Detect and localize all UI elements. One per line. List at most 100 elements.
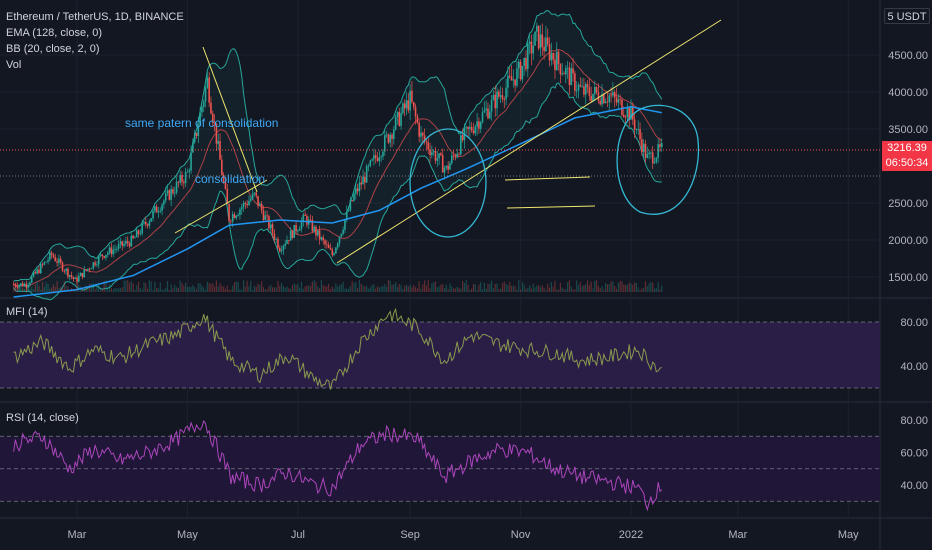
candle-body — [32, 272, 35, 277]
candle-body — [159, 210, 162, 212]
candle-body — [201, 106, 203, 113]
candle-body — [58, 258, 60, 263]
volume-bar — [465, 280, 467, 292]
candle-body — [543, 46, 545, 52]
candle-body — [641, 139, 643, 153]
volume-bar — [286, 286, 288, 292]
candle-body — [586, 84, 589, 88]
volume-bar — [456, 286, 458, 292]
volume-bar — [612, 281, 614, 292]
candle-body — [347, 210, 350, 212]
candle-body — [195, 133, 198, 136]
candle-body — [539, 34, 542, 49]
candle-body — [505, 87, 507, 100]
volume-bar — [302, 288, 304, 292]
candle-body — [541, 34, 544, 47]
volume-bar — [606, 284, 609, 292]
candle-body — [584, 84, 587, 95]
volume-bar — [217, 286, 219, 292]
volume-bar — [199, 282, 201, 292]
x-tick-label: Sep — [400, 529, 420, 541]
candle-body — [259, 203, 261, 206]
volume-bar — [576, 280, 578, 292]
volume-bar — [275, 287, 277, 292]
volume-bar — [147, 288, 149, 292]
candle-body — [648, 152, 650, 155]
volume-bar — [49, 288, 51, 292]
volume-bar — [458, 287, 460, 292]
currency-selector[interactable]: 5 USDT — [884, 8, 930, 24]
volume-bar — [378, 287, 380, 292]
candle-body — [114, 249, 116, 250]
candle-body — [385, 134, 388, 136]
candle-body — [487, 108, 489, 119]
volume-bar — [103, 281, 105, 292]
volume-bar — [592, 288, 594, 292]
candle-body — [467, 126, 469, 130]
volume-bar — [539, 286, 542, 292]
volume-bar — [489, 283, 491, 292]
candle-body — [257, 195, 259, 206]
volume-bar — [61, 288, 64, 292]
volume-bar — [538, 284, 540, 292]
trendline-drawing — [202, 46, 258, 193]
volume-bar — [252, 289, 254, 292]
candle-body — [445, 165, 448, 168]
volume-bar — [547, 283, 549, 292]
candle-body — [657, 144, 659, 158]
candle-body — [293, 224, 296, 238]
volume-bar — [237, 281, 239, 292]
mfi-line — [13, 307, 663, 390]
candle-body — [469, 126, 471, 130]
candle-body — [221, 159, 223, 176]
volume-bar — [443, 288, 446, 292]
candle-body — [494, 94, 497, 109]
candle-body — [320, 237, 323, 240]
candle-body — [141, 223, 143, 234]
volume-bar — [271, 287, 274, 292]
candle-body — [454, 155, 457, 158]
candle-body — [373, 155, 375, 160]
volume-bar — [123, 280, 125, 292]
mfi-tick-label: 40.00 — [900, 361, 928, 373]
candle-body — [184, 171, 187, 184]
candle-body — [61, 262, 64, 271]
candle-body — [29, 282, 31, 286]
candle-body — [644, 143, 647, 158]
volume-bar — [490, 280, 493, 292]
volume-bar — [413, 285, 415, 292]
volume-bar — [534, 287, 536, 292]
volume-bar — [525, 288, 527, 292]
volume-bar — [221, 285, 223, 292]
candle-body — [555, 51, 558, 70]
mfi-legend[interactable]: MFI (14) — [6, 306, 48, 318]
volume-bar — [313, 280, 315, 292]
volume-bar — [190, 286, 192, 292]
volume-bar — [615, 288, 618, 292]
volume-bar — [503, 281, 505, 292]
candle-body — [510, 76, 513, 81]
volume-bar — [438, 286, 440, 292]
volume-bar — [391, 284, 393, 292]
rsi-legend[interactable]: RSI (14, close) — [6, 412, 79, 424]
volume-bar — [51, 287, 53, 292]
bb-legend[interactable]: BB (20, close, 2, 0) — [6, 43, 100, 55]
volume-bar — [644, 281, 647, 292]
candle-body — [443, 167, 446, 173]
candle-body — [355, 188, 357, 194]
ema-legend[interactable]: EMA (128, close, 0) — [6, 27, 102, 39]
volume-bar — [280, 282, 283, 292]
volume-bar — [208, 283, 210, 292]
volume-bar — [268, 286, 270, 292]
volume-bar — [295, 284, 297, 292]
volume-bar — [624, 284, 627, 292]
vol-legend[interactable]: Vol — [6, 59, 22, 71]
candle-body — [391, 134, 393, 139]
candle-body — [626, 107, 629, 118]
candle-body — [63, 270, 66, 272]
volume-bar — [407, 286, 409, 292]
volume-bar — [324, 286, 326, 292]
candle-body — [646, 154, 649, 158]
candle-body — [134, 237, 136, 239]
